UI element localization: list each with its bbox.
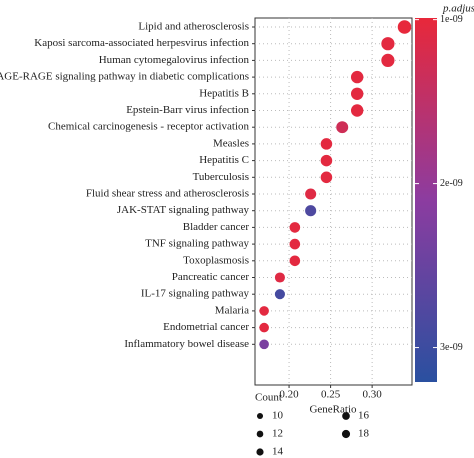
y-tick-label: Chemical carcinogenesis - receptor activ… [48, 121, 249, 133]
y-tick-label: Pancreatic cancer [172, 271, 250, 283]
y-tick-label: Fluid shear stress and atherosclerosis [86, 188, 249, 200]
y-tick-label: TNF signaling pathway [145, 238, 249, 250]
y-tick-label: Human cytomegalovirus infection [99, 54, 250, 66]
dot [274, 289, 285, 300]
colorbar-label: 3e-09 [440, 342, 463, 353]
dot [350, 87, 364, 100]
dot [289, 222, 301, 233]
y-tick-label: Toxoplasmosis [183, 254, 249, 266]
colorbar-label: 1e-09 [440, 14, 463, 25]
y-tick-label: AGE-RAGE signaling pathway in diabetic c… [0, 71, 249, 83]
x-tick-label: 0.25 [321, 389, 341, 401]
dot [336, 121, 349, 134]
y-tick-label: IL-17 signaling pathway [141, 288, 250, 300]
y-tick-label: Hepatitis B [199, 87, 249, 99]
size-legend-dot [341, 429, 351, 439]
dot [320, 138, 333, 150]
x-axis-label: GeneRatio [309, 404, 357, 416]
size-legend-dot [256, 448, 264, 456]
dot [381, 53, 395, 67]
size-legend-label: 12 [272, 428, 283, 440]
y-tick-label: Lipid and atherosclerosis [138, 21, 249, 33]
y-tick-label: Hepatitis C [199, 154, 249, 166]
y-tick-label: Endometrial cancer [163, 321, 249, 333]
dot [259, 339, 269, 350]
size-legend-dot [342, 412, 350, 420]
dot [320, 154, 333, 167]
y-tick-label: Measles [213, 137, 249, 149]
dot [350, 104, 364, 117]
size-legend-dot [256, 412, 264, 420]
dot [259, 306, 269, 316]
colorbar-label: 2e-09 [440, 178, 463, 189]
plot-frame [254, 17, 413, 386]
dot [305, 205, 317, 217]
y-tick-label: Inflammatory bowel disease [124, 338, 249, 350]
y-tick-label: Malaria [215, 304, 249, 316]
size-legend-label: 16 [358, 410, 370, 422]
dot [320, 171, 333, 184]
dot [289, 238, 301, 250]
y-tick-label: Epstein-Barr virus infection [126, 104, 249, 116]
y-tick-label: Bladder cancer [183, 221, 250, 233]
size-legend-label: 10 [272, 410, 284, 422]
dot [305, 188, 317, 200]
dot [274, 272, 285, 283]
dot [289, 255, 301, 267]
colorbar [415, 18, 437, 382]
dot [397, 20, 412, 34]
dot [259, 322, 269, 333]
x-tick-label: 0.20 [279, 389, 299, 401]
color-legend-title: p.adjust [442, 3, 474, 15]
x-tick-label: 0.30 [363, 389, 383, 401]
size-legend-dot [256, 430, 264, 438]
size-legend-label: 14 [272, 446, 284, 458]
dot [381, 37, 395, 51]
y-tick-label: Tuberculosis [193, 171, 249, 183]
y-tick-label: Kaposi sarcoma-associated herpesvirus in… [34, 37, 249, 49]
size-legend-title: Count [255, 392, 282, 404]
size-legend-label: 18 [358, 428, 370, 440]
dot [350, 70, 364, 84]
y-tick-label: JAK-STAT signaling pathway [117, 204, 250, 216]
